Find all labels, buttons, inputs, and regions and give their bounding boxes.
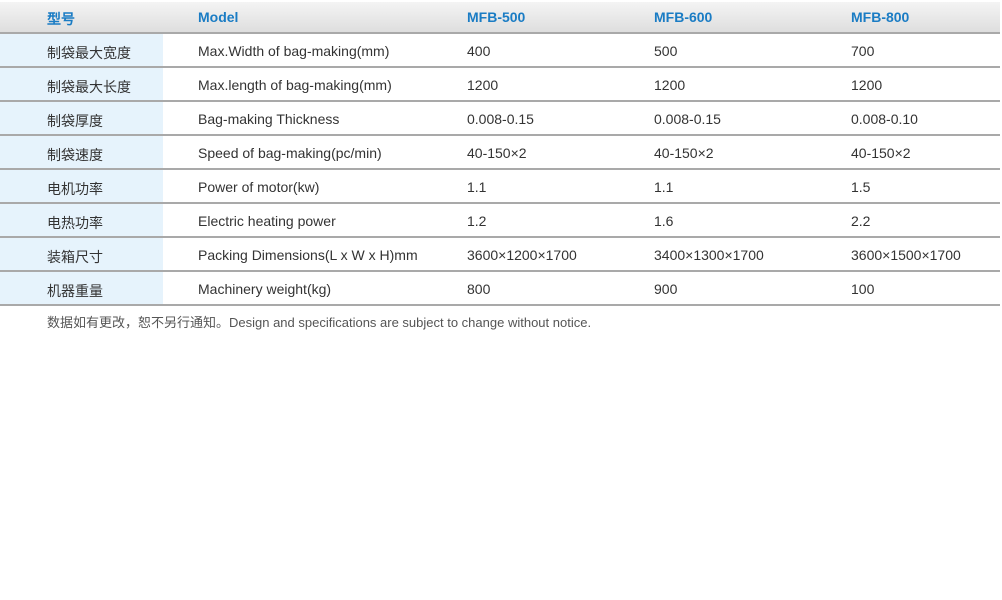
table-cell: 500 — [654, 43, 678, 59]
table-cell: 700 — [851, 43, 875, 59]
header-cell: MFB-800 — [851, 9, 910, 25]
table-cell: 2.2 — [851, 213, 871, 229]
header-cell: MFB-500 — [467, 9, 526, 25]
header-cell: Model — [198, 9, 239, 25]
table-cell: 1200 — [654, 77, 686, 93]
header-cell: 型号 — [47, 11, 75, 27]
label-column-bg — [0, 272, 163, 304]
table-cell: Power of motor(kw) — [198, 179, 320, 195]
table-row: 制袋速度 Speed of bag-making(pc/min) 40-150×2 4… — [0, 136, 1000, 170]
table-cell: 3600×1200×1700 — [467, 247, 577, 263]
table-cell: 1.1 — [467, 179, 487, 195]
label-column-bg — [0, 34, 163, 66]
table-cell: 3600×1500×1700 — [851, 247, 961, 263]
label-column-bg — [0, 170, 163, 202]
table-cell: 电热功率 — [47, 215, 103, 231]
table-cell: 电机功率 — [47, 181, 103, 197]
table-cell: 40-150×2 — [851, 145, 911, 161]
table-cell: Packing Dimensions(L x W x H)mm — [198, 247, 418, 263]
table-cell: 40-150×2 — [654, 145, 714, 161]
table-cell: Electric heating power — [198, 213, 336, 229]
table-cell: 1.2 — [467, 213, 487, 229]
disclaimer-note: 数据如有更改，恕不另行通知。Design and specifications … — [47, 315, 592, 330]
table-row: 装箱尺寸 Packing Dimensions(L x W x H)mm 3600×… — [0, 238, 1000, 272]
table-cell: 0.008-0.15 — [654, 111, 721, 127]
table-row: 电机功率 Power of motor(kw) 1.1 1.1 1.5 — [0, 170, 1000, 204]
table-cell: 800 — [467, 281, 491, 297]
table-cell: 制袋最大宽度 — [47, 45, 131, 61]
table-cell: 制袋速度 — [47, 147, 103, 163]
label-column-bg — [0, 102, 163, 134]
table-cell: 3400×1300×1700 — [654, 247, 764, 263]
table-row: 机器重量 Machinery weight(kg) 800 900 100 — [0, 272, 1000, 306]
table-cell: 1.5 — [851, 179, 871, 195]
table-cell: Max.Width of bag-making(mm) — [198, 43, 390, 59]
label-column-bg — [0, 136, 163, 168]
table-cell: 1200 — [467, 77, 499, 93]
table-row: 制袋最大长度 Max.length of bag-making(mm) 1200 12… — [0, 68, 1000, 102]
label-column-bg — [0, 68, 163, 100]
table-cell: 400 — [467, 43, 491, 59]
spec-table: 型号 Model MFB-500 MFB-600 MFB-800 制袋最大宽度 M… — [0, 2, 1000, 306]
table-row: 制袋最大宽度 Max.Width of bag-making(mm) 400 500 7… — [0, 34, 1000, 68]
table-cell: Machinery weight(kg) — [198, 281, 332, 297]
table-cell: 0.008-0.15 — [467, 111, 534, 127]
table-cell: Speed of bag-making(pc/min) — [198, 145, 382, 161]
table-cell: Max.length of bag-making(mm) — [198, 77, 392, 93]
table-cell: 1200 — [851, 77, 883, 93]
table-row: 制袋厚度 Bag-making Thickness 0.008-0.15 0.008-… — [0, 102, 1000, 136]
table-cell: 制袋厚度 — [47, 113, 103, 129]
label-column-bg — [0, 204, 163, 236]
table-cell: 装箱尺寸 — [47, 249, 103, 265]
table-cell: Bag-making Thickness — [198, 111, 340, 127]
table-cell: 100 — [851, 281, 875, 297]
table-header: 型号 Model MFB-500 MFB-600 MFB-800 — [0, 2, 1000, 34]
table-cell: 机器重量 — [47, 283, 103, 299]
table-cell: 0.008-0.10 — [851, 111, 918, 127]
table-cell: 1.6 — [654, 213, 674, 229]
table-cell: 900 — [654, 281, 678, 297]
table-row: 电热功率 Electric heating power 1.2 1.6 2.2 — [0, 204, 1000, 238]
table-cell: 制袋最大长度 — [47, 79, 131, 95]
header-cell: MFB-600 — [654, 9, 713, 25]
table-cell: 40-150×2 — [467, 145, 527, 161]
table-cell: 1.1 — [654, 179, 674, 195]
label-column-bg — [0, 238, 163, 270]
